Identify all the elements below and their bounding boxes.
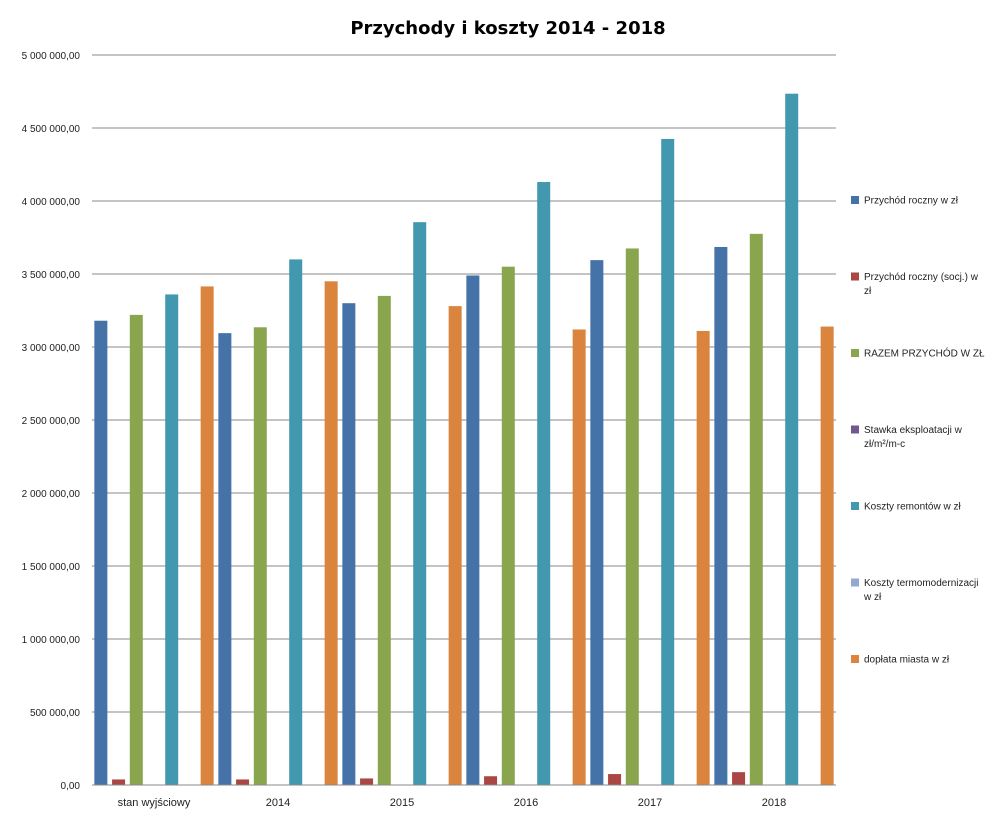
x-tick-label: 2018 — [762, 797, 786, 809]
y-tick-label: 1 500 000,00 — [22, 562, 81, 573]
bar — [218, 333, 232, 785]
legend-label-line: Koszty remontów w zł — [864, 502, 961, 513]
legend-swatch — [851, 196, 859, 204]
bar — [785, 93, 799, 785]
legend-label: dopłata miasta w zł — [864, 655, 950, 666]
legend-label-line: zł — [864, 286, 872, 297]
bar — [608, 774, 622, 785]
legend-label: Przychód roczny (socj.) w zł — [864, 272, 979, 297]
legend-label-line: Przychód roczny w zł — [864, 196, 959, 207]
bar — [413, 222, 427, 786]
bar — [289, 259, 303, 785]
bar — [360, 778, 374, 785]
x-tick-label: 2017 — [638, 797, 662, 809]
bar — [112, 779, 126, 785]
bar — [377, 295, 391, 785]
legend-swatch — [851, 349, 859, 357]
bar — [820, 326, 834, 785]
legend-label-line: Stawka eksploatacji w — [864, 425, 963, 436]
bar — [342, 303, 356, 785]
legend-label: Przychód roczny w zł — [864, 196, 959, 207]
bar — [501, 266, 515, 785]
legend-label: RAZEM PRZYCHÓD W ZŁ — [864, 347, 985, 360]
x-tick-label: 2016 — [514, 797, 538, 809]
bar — [696, 330, 710, 785]
grid — [92, 54, 836, 786]
bar — [466, 275, 480, 785]
legend-swatch — [851, 578, 859, 587]
legend-label-line: Przychód roczny (socj.) w — [864, 272, 979, 283]
bar — [200, 286, 214, 785]
bars — [94, 93, 834, 786]
bar — [661, 138, 675, 785]
chart-title: Przychody i koszty 2014 - 2018 — [350, 18, 665, 39]
y-tick-label: 3 000 000,00 — [22, 343, 81, 354]
bar — [714, 246, 728, 786]
y-tick-label: 0,00 — [61, 781, 81, 792]
bar — [590, 260, 604, 785]
legend: Przychód roczny w zł Przychód roczny (soc… — [851, 196, 985, 666]
bar — [253, 327, 267, 785]
y-tick-label: 4 500 000,00 — [22, 124, 81, 135]
bar — [165, 294, 179, 785]
bar — [129, 314, 143, 785]
legend-label-line: zł/m²/m-c — [864, 439, 905, 450]
bar — [572, 329, 586, 785]
bar — [625, 248, 639, 785]
legend-label-line: Koszty termomodernizacji — [864, 578, 978, 589]
x-tick-label: 2015 — [390, 797, 414, 809]
y-tick-label: 4 000 000,00 — [22, 197, 81, 208]
bar — [448, 306, 462, 785]
legend-swatch — [851, 502, 859, 510]
x-tick-label: stan wyjściowy — [118, 797, 191, 809]
bar — [732, 772, 746, 785]
bar — [94, 320, 108, 785]
legend-label-line: w zł — [863, 592, 882, 603]
legend-label-line: dopłata miasta w zł — [864, 655, 950, 666]
axes: 0,00 500 000,00 1 000 000,00 1 500 000,00 2 … — [22, 51, 836, 809]
y-tick-label: 2 000 000,00 — [22, 489, 81, 500]
bar — [236, 779, 250, 785]
legend-label: Koszty termomodernizacji w zł — [863, 578, 978, 603]
x-tick-label: 2014 — [266, 797, 290, 809]
bar — [484, 776, 498, 785]
y-tick-label: 500 000,00 — [30, 708, 80, 719]
bar — [537, 182, 551, 785]
legend-swatch — [851, 655, 859, 663]
y-tick-label: 2 500 000,00 — [22, 416, 81, 427]
legend-label: Stawka eksploatacji w zł/m²/m-c — [864, 425, 963, 450]
y-tick-label: 5 000 000,00 — [22, 51, 81, 62]
y-tick-label: 1 000 000,00 — [22, 635, 81, 646]
legend-swatch — [851, 425, 859, 434]
legend-label-line: RAZEM PRZYCHÓD W ZŁ — [864, 347, 985, 360]
legend-label: Koszty remontów w zł — [864, 502, 961, 513]
bar — [324, 281, 338, 785]
legend-swatch — [851, 272, 859, 281]
bar — [749, 233, 763, 786]
y-tick-label: 3 500 000,00 — [22, 270, 81, 281]
